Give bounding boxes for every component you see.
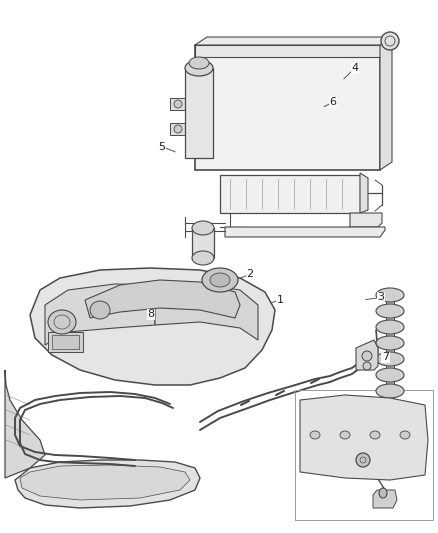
Bar	[192, 228, 214, 258]
Ellipse shape	[379, 488, 387, 498]
Ellipse shape	[381, 32, 399, 50]
Text: 8: 8	[148, 310, 155, 319]
Polygon shape	[85, 280, 240, 318]
Polygon shape	[300, 395, 428, 480]
Polygon shape	[20, 465, 190, 500]
Bar	[170, 98, 186, 110]
Bar	[295, 390, 433, 520]
Ellipse shape	[189, 57, 209, 69]
Bar	[185, 68, 213, 158]
Bar	[195, 45, 380, 57]
Ellipse shape	[370, 431, 380, 439]
Polygon shape	[45, 284, 155, 345]
Text: 1: 1	[277, 295, 284, 304]
Ellipse shape	[90, 301, 110, 319]
Polygon shape	[356, 340, 378, 370]
Ellipse shape	[400, 431, 410, 439]
Ellipse shape	[376, 288, 404, 302]
Ellipse shape	[192, 221, 214, 235]
Ellipse shape	[340, 431, 350, 439]
Ellipse shape	[210, 273, 230, 287]
Polygon shape	[5, 370, 45, 478]
Text: 3: 3	[378, 293, 385, 302]
Bar	[52, 335, 79, 349]
Bar	[48, 332, 83, 352]
Ellipse shape	[174, 100, 182, 108]
Polygon shape	[155, 284, 258, 340]
Ellipse shape	[376, 336, 404, 350]
Bar	[386, 290, 394, 400]
Ellipse shape	[310, 431, 320, 439]
Polygon shape	[195, 37, 392, 45]
Ellipse shape	[202, 268, 238, 292]
Text: 5: 5	[159, 142, 166, 151]
Text: 2: 2	[246, 270, 253, 279]
Polygon shape	[360, 173, 368, 213]
Polygon shape	[30, 268, 275, 385]
Ellipse shape	[356, 453, 370, 467]
Polygon shape	[225, 227, 385, 237]
Ellipse shape	[363, 362, 371, 370]
Ellipse shape	[376, 352, 404, 366]
Ellipse shape	[376, 368, 404, 382]
Ellipse shape	[376, 304, 404, 318]
Ellipse shape	[376, 384, 404, 398]
Ellipse shape	[185, 60, 213, 76]
Text: 7: 7	[382, 352, 389, 362]
Polygon shape	[373, 490, 397, 508]
Text: 4: 4	[351, 63, 358, 73]
Ellipse shape	[48, 310, 76, 334]
Ellipse shape	[376, 320, 404, 334]
Polygon shape	[15, 460, 200, 508]
Bar	[170, 123, 186, 135]
Polygon shape	[380, 37, 392, 170]
Ellipse shape	[362, 351, 372, 361]
Text: 6: 6	[329, 98, 336, 107]
Bar	[220, 175, 360, 213]
Polygon shape	[350, 213, 382, 227]
Ellipse shape	[174, 125, 182, 133]
Ellipse shape	[192, 251, 214, 265]
Bar	[195, 45, 380, 170]
